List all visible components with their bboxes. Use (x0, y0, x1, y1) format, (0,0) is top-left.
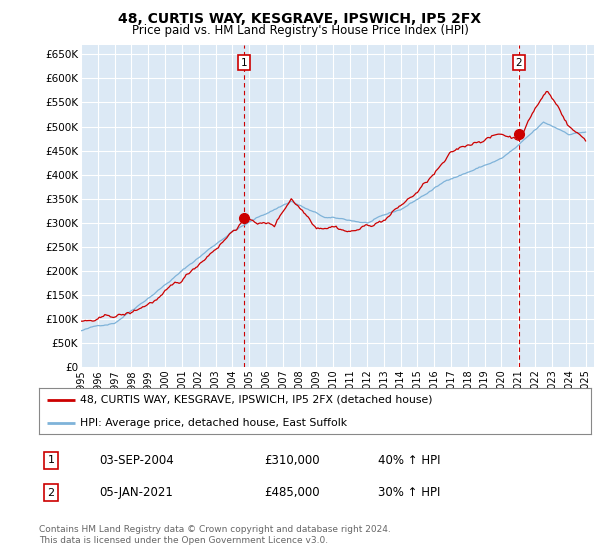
Text: 1: 1 (241, 58, 247, 68)
Text: £310,000: £310,000 (264, 454, 320, 467)
Text: 2: 2 (47, 488, 55, 498)
Text: 03-SEP-2004: 03-SEP-2004 (99, 454, 174, 467)
Text: £485,000: £485,000 (264, 486, 320, 500)
Text: 48, CURTIS WAY, KESGRAVE, IPSWICH, IP5 2FX: 48, CURTIS WAY, KESGRAVE, IPSWICH, IP5 2… (118, 12, 482, 26)
Text: 30% ↑ HPI: 30% ↑ HPI (378, 486, 440, 500)
Text: 48, CURTIS WAY, KESGRAVE, IPSWICH, IP5 2FX (detached house): 48, CURTIS WAY, KESGRAVE, IPSWICH, IP5 2… (80, 395, 433, 404)
Text: 40% ↑ HPI: 40% ↑ HPI (378, 454, 440, 467)
Text: 2: 2 (515, 58, 522, 68)
Text: HPI: Average price, detached house, East Suffolk: HPI: Average price, detached house, East… (80, 418, 347, 427)
Text: 05-JAN-2021: 05-JAN-2021 (99, 486, 173, 500)
Text: Price paid vs. HM Land Registry's House Price Index (HPI): Price paid vs. HM Land Registry's House … (131, 24, 469, 36)
Text: Contains HM Land Registry data © Crown copyright and database right 2024.
This d: Contains HM Land Registry data © Crown c… (39, 525, 391, 545)
Text: 1: 1 (47, 455, 55, 465)
